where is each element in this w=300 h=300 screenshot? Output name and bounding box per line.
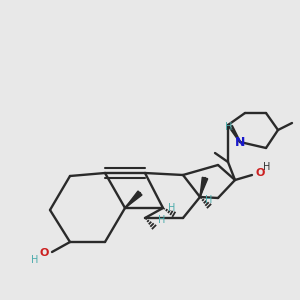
Polygon shape bbox=[200, 177, 208, 197]
Polygon shape bbox=[125, 191, 142, 208]
Text: N: N bbox=[235, 136, 245, 148]
Text: H: H bbox=[205, 195, 212, 205]
Text: O: O bbox=[40, 248, 49, 258]
Text: H: H bbox=[263, 162, 270, 172]
Text: H: H bbox=[158, 215, 165, 225]
Text: H: H bbox=[225, 122, 232, 132]
Text: O: O bbox=[255, 168, 264, 178]
Text: H: H bbox=[168, 203, 176, 213]
Text: H: H bbox=[31, 255, 38, 265]
